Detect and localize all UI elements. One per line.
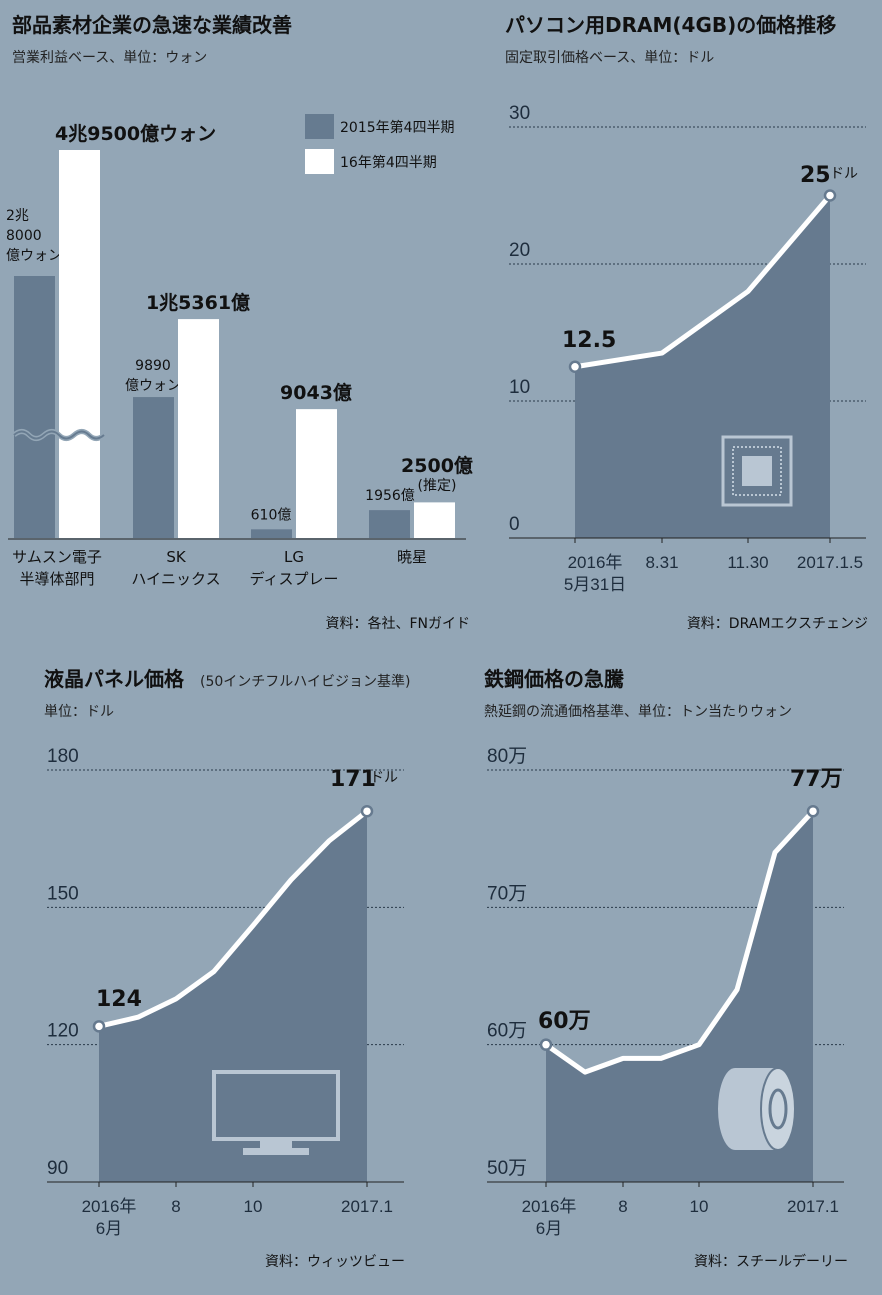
category-label: ハイニックス [131,570,220,588]
y-tick-label: 60万 [487,1021,527,1042]
area-fill [575,195,830,538]
y-tick-label: 0 [509,514,520,535]
chart-title: 液晶パネル価格 [44,667,185,691]
x-tick-label: 2017.1 [787,1197,839,1216]
value-annotation: 60万 [538,1009,591,1034]
chart-subtitle: 営業利益ベース、単位：ウォン [12,50,207,66]
y-tick-label: 80万 [487,746,527,767]
data-label: 8000 [6,228,42,244]
value-unit: ドル [370,770,398,786]
data-label: 億ウォン [6,248,62,264]
x-tick-label: 8 [171,1197,180,1216]
source-note: 資料：DRAMエクスチェンジ [687,616,868,632]
y-tick-label: 120 [47,1021,79,1042]
data-label: 1956億 [365,488,415,504]
bar-2016-0 [59,150,100,538]
series-line [574,193,832,370]
y-tick-label: 180 [47,746,79,767]
x-tick-label: 5月31日 [564,575,626,594]
source-note: 資料：各社、FNガイド [325,616,470,632]
chart-subtitle: 固定取引価格ベース、単位：ドル [505,50,714,66]
area-fill [99,811,367,1182]
chart-title-note: (50インチフルハイビジョン基準) [200,673,410,690]
bar-2015-0 [14,276,55,538]
x-tick-label: 2016年 [568,553,623,572]
bar-2016-3 [414,502,455,538]
series-line [544,809,815,1075]
x-tick-label: 6月 [96,1219,122,1238]
data-point [92,1020,106,1033]
chart-subtitle: 単位：ドル [44,704,114,720]
value-annotation: 12.5 [562,328,616,353]
legend-label-2016: 16年第4四半期 [340,154,437,171]
area-chart-lcd-panel-price: 液晶パネル価格 (50インチフルハイビジョン基準) 単位：ドル 90 120 150 180… [44,667,410,1270]
y-tick-label: 90 [47,1158,68,1179]
y-tick-label: 10 [509,377,530,398]
x-tick-label: 2016年 [522,1197,577,1216]
data-label: 1兆5361億 [146,291,250,314]
x-tick-label: 10 [244,1197,263,1216]
source-note: 資料：スチールデーリー [694,1253,848,1270]
bar-2016-1 [178,319,219,538]
data-point [360,804,374,818]
category-label: 半導体部門 [19,570,94,588]
y-tick-label: 30 [509,103,530,124]
x-tick-label: 2017.1 [341,1197,393,1216]
data-label: 9043億 [280,381,352,404]
x-tick-label: 11.30 [727,553,768,572]
data-label: 4兆9500億ウォン [55,122,216,145]
chart-subtitle: 熱延鋼の流通価格基準、単位：トン当たりウォン [484,703,792,720]
value-annotation: 171 [330,767,376,792]
series-line [98,809,369,1029]
value-annotation: 25 [800,163,831,188]
category-label: サムスン電子 [12,548,102,566]
legend-swatch-2015 [305,114,334,139]
x-tick-label: 10 [690,1197,709,1216]
source-note: 資料：ウィッツビュー [265,1254,405,1270]
data-point [806,804,820,818]
memory-chip-icon [721,435,793,507]
data-label: 2兆 [6,208,29,224]
y-tick-label: 20 [509,240,530,261]
value-annotation: 77万 [790,767,843,792]
legend-label-2015: 2015年第4四半期 [340,119,455,136]
data-label: 2500億 [401,454,473,477]
data-label: 610億 [251,507,292,523]
category-label: LG [284,548,304,566]
data-label: (推定) [418,478,457,494]
chart-title: パソコン用DRAM(4GB)の価格推移 [505,13,836,37]
x-tick-label: 8 [618,1197,627,1216]
y-tick-label: 50万 [487,1158,527,1179]
data-point [568,360,582,373]
tv-icon [212,1070,340,1155]
data-point [823,189,837,202]
bar-2016-2 [296,409,337,538]
value-unit: ドル [830,166,858,182]
value-annotation: 124 [96,987,142,1012]
bar-2015-2 [251,529,292,538]
steel-coil-icon [718,1067,796,1151]
y-tick-label: 70万 [487,883,527,904]
data-label: 億ウォン [125,378,181,394]
y-tick-label: 150 [47,883,79,904]
x-tick-label: 6月 [536,1219,562,1238]
x-tick-label: 2016年 [82,1197,137,1216]
chart-title: 部品素材企業の急速な業績改善 [12,13,292,37]
data-label: 9890 [135,358,171,374]
bar-2015-3 [369,510,410,538]
category-label: ディスプレー [250,570,339,588]
chart-title: 鉄鋼価格の急騰 [484,667,625,691]
bar-2015-1 [133,397,174,538]
x-tick-label: 2017.1.5 [797,553,863,572]
data-point [539,1038,553,1051]
category-label: 暁星 [397,548,427,566]
x-tick-label: 8.31 [645,553,678,572]
legend-swatch-2016 [305,149,334,174]
category-label: SK [166,548,187,566]
axis-break-wave [13,430,105,440]
